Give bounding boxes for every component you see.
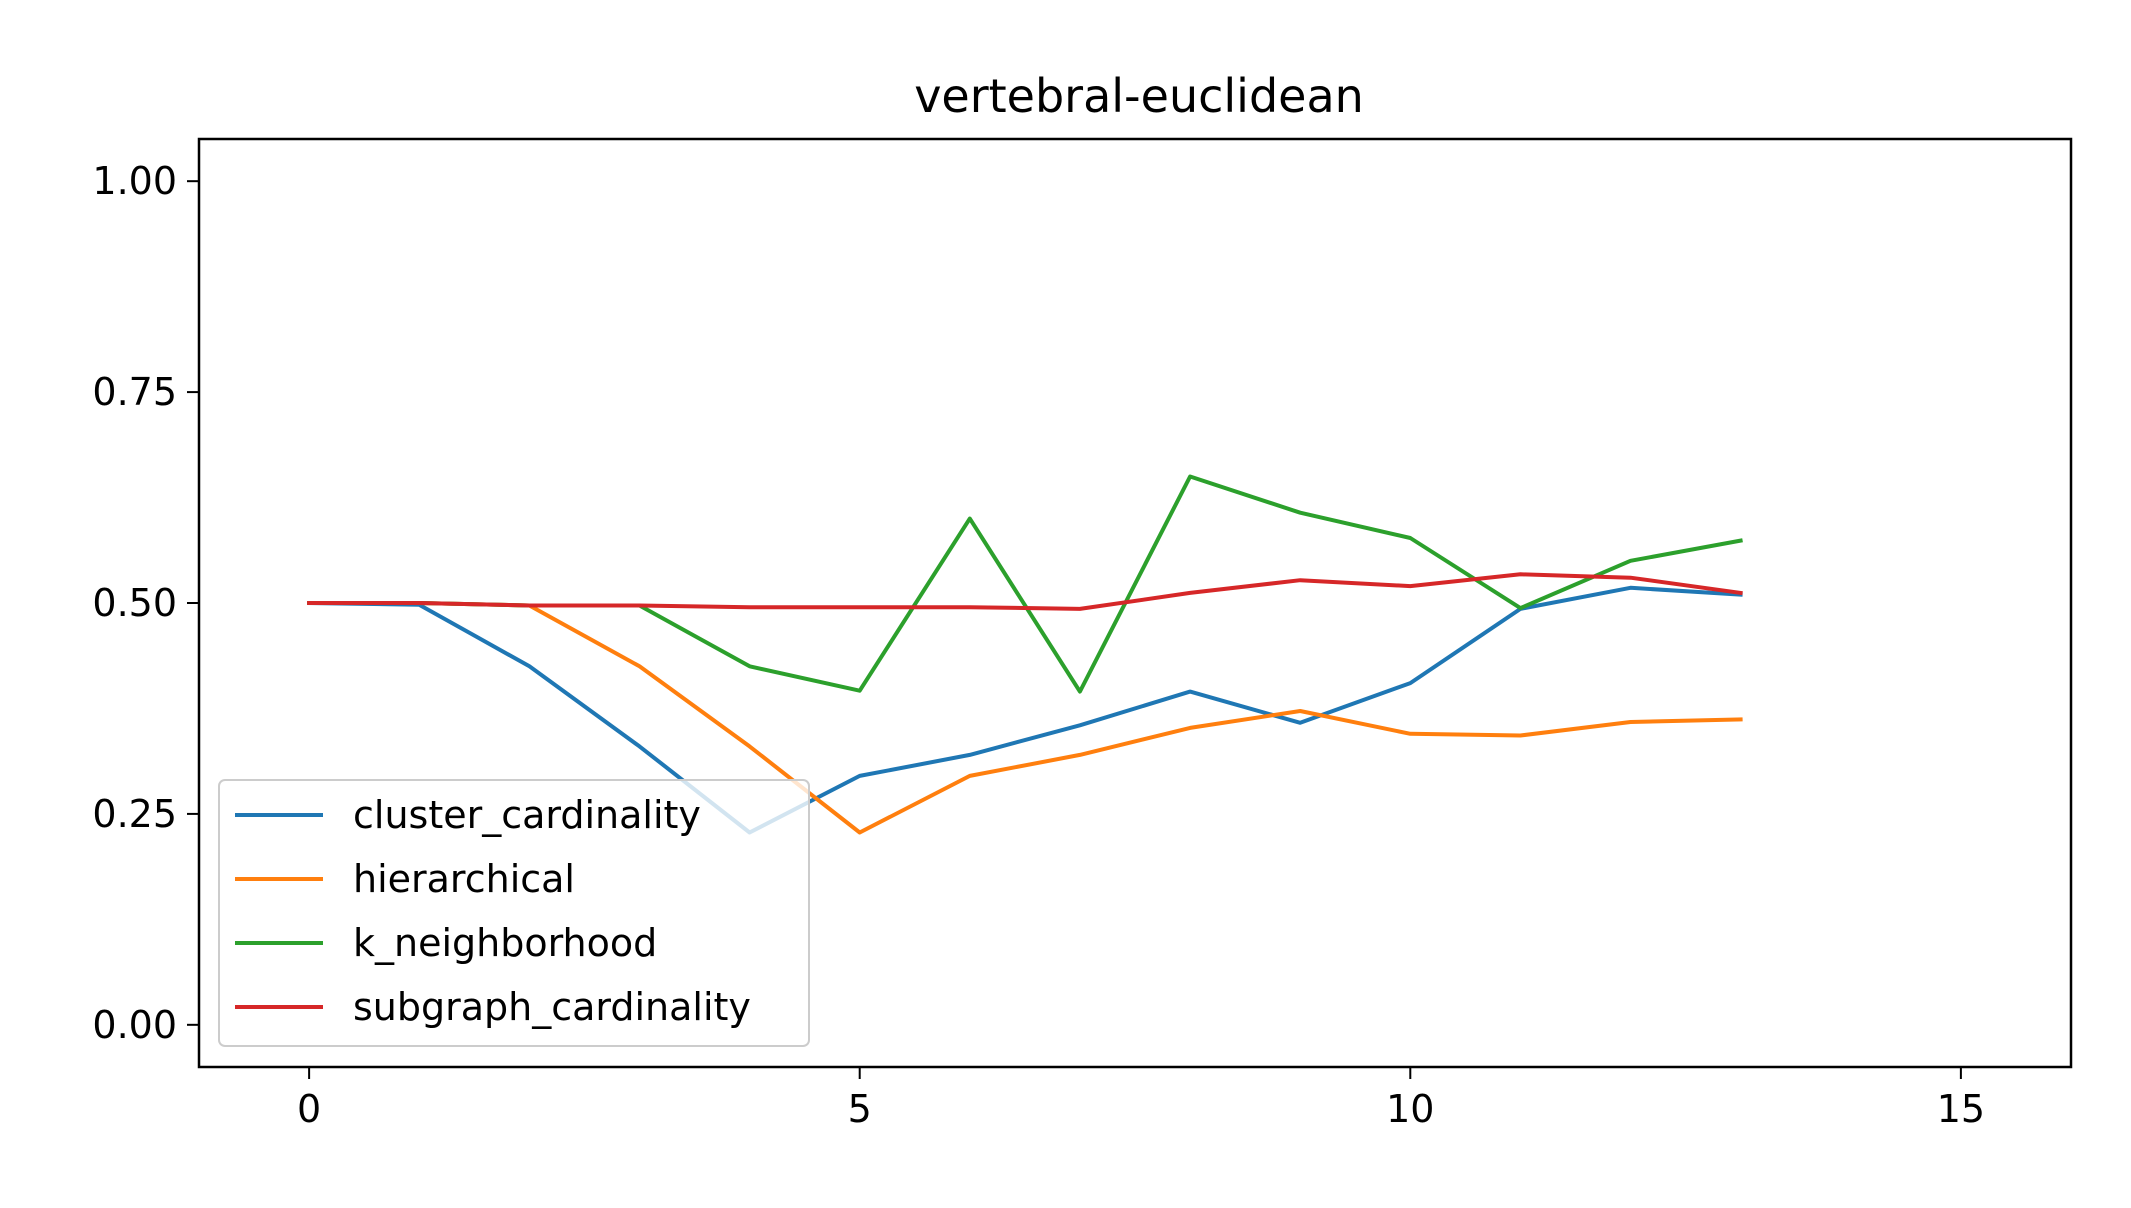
y-tick-label: 1.00 [92, 159, 177, 203]
series-line-hierarchical [307, 601, 1743, 835]
legend: cluster_cardinality hierarchical k_neighbo… [218, 779, 810, 1047]
axes: 0 5 10 15 0.00 0.25 0.50 0.75 1.00 [92, 137, 2073, 1131]
y-tick-label: 0.00 [92, 1003, 177, 1047]
series-line-subgraph_cardinality [307, 572, 1743, 611]
y-tick-label: 0.25 [92, 792, 177, 836]
y-tick-label: 0.50 [92, 581, 177, 625]
legend-label-subgraph_cardinality: subgraph_cardinality [353, 985, 751, 1029]
x-tick-label: 15 [1937, 1087, 1985, 1131]
chart-title: vertebral-euclidean [914, 69, 1364, 123]
legend-label-hierarchical: hierarchical [353, 857, 575, 901]
y-tick-label: 0.75 [92, 370, 177, 414]
x-tick-label: 5 [848, 1087, 872, 1131]
legend-label-k_neighborhood: k_neighborhood [353, 921, 657, 965]
series-line-cluster_cardinality [307, 585, 1743, 835]
x-tick-label: 10 [1386, 1087, 1434, 1131]
plot-area [307, 474, 1743, 835]
legend-box [218, 779, 810, 1047]
legend-label-cluster_cardinality: cluster_cardinality [353, 793, 701, 837]
x-tick-label: 0 [297, 1087, 321, 1131]
